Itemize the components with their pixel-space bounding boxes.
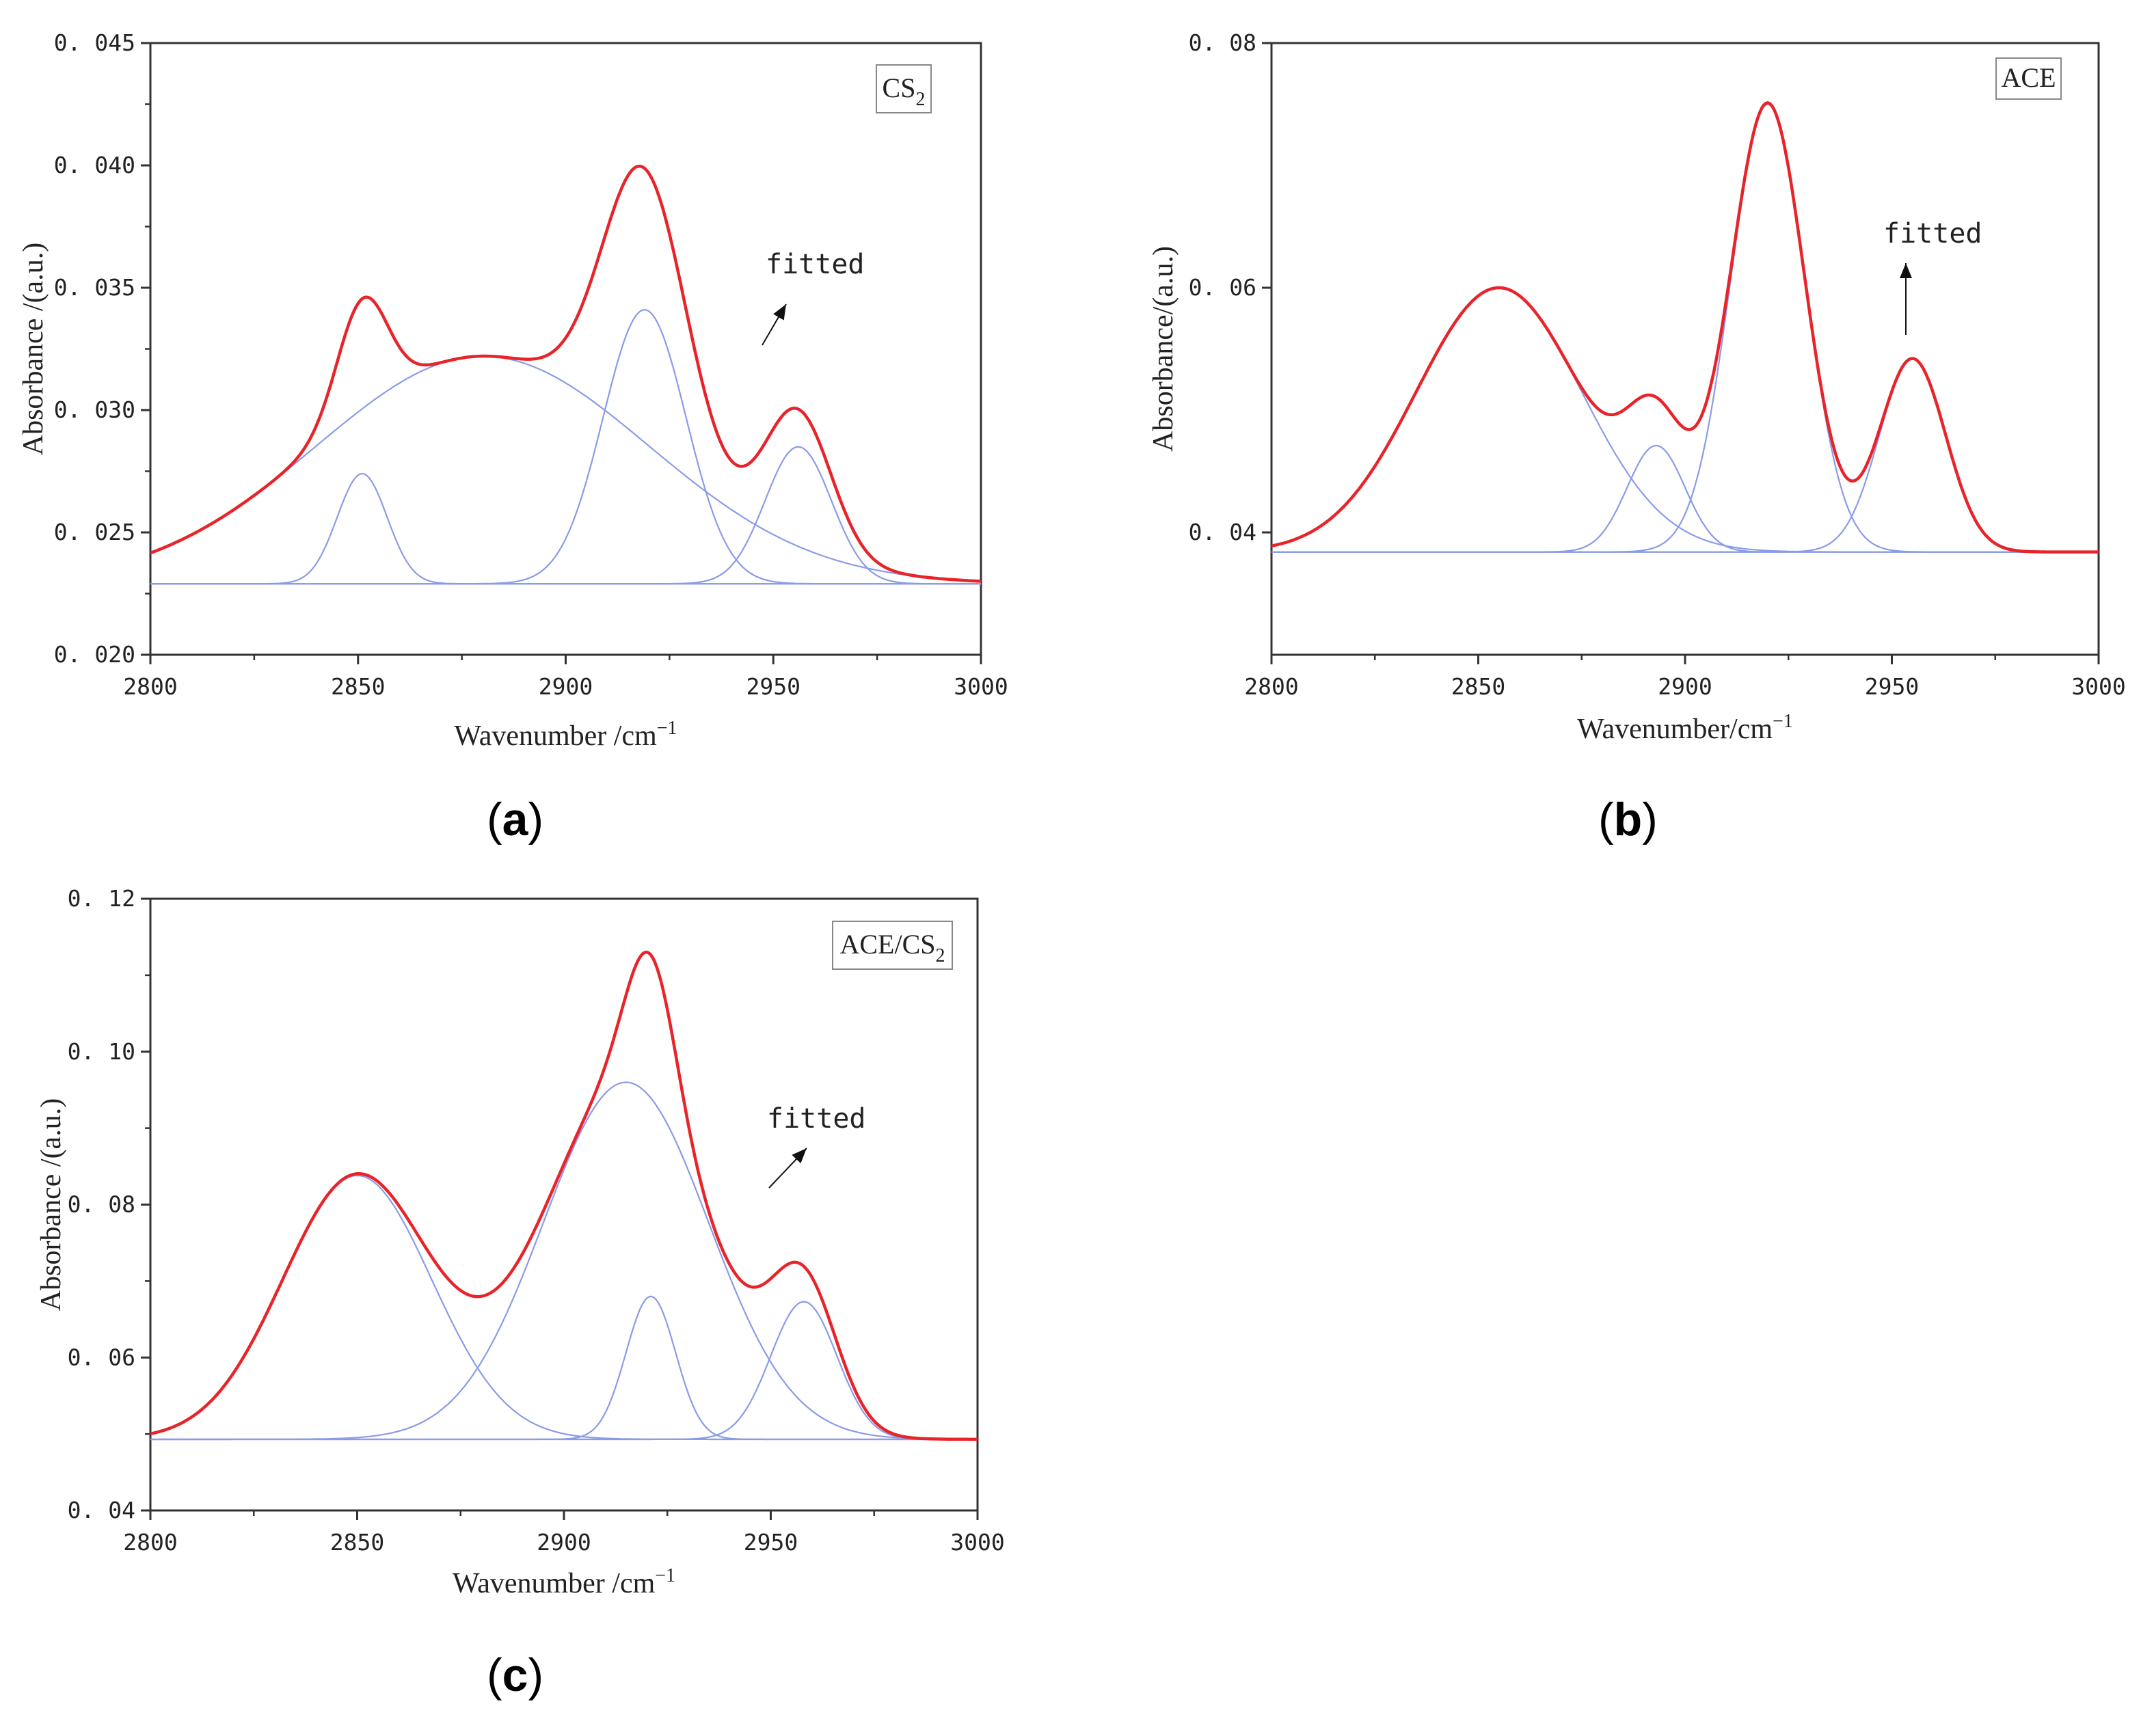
legend-label-main: CS [883, 72, 916, 103]
y-axis-title: Absorbance/(a.u.) [1148, 246, 1179, 452]
annotation-arrow-head [773, 304, 786, 321]
x-tick-label: 2900 [539, 673, 593, 700]
annotation-arrow-head [1900, 263, 1912, 278]
x-tick-label: 2950 [744, 1529, 798, 1556]
y-tick-label: 0. 08 [68, 1191, 135, 1218]
fitted-curve [150, 950, 978, 1441]
y-tick-label: 0. 045 [54, 29, 135, 56]
component-curve [150, 309, 981, 585]
x-axis-title: Wavenumber/cm−1 [1577, 711, 1793, 745]
x-axis-title: Wavenumber /cm−1 [453, 1565, 675, 1599]
legend-box [832, 921, 953, 970]
component-curve [150, 472, 981, 585]
y-tick-label: 0. 12 [68, 885, 135, 912]
y-tick-label: 0. 020 [54, 641, 135, 668]
y-tick-label: 0. 040 [54, 152, 135, 178]
x-axis-title-sup: −1 [655, 1565, 675, 1586]
x-tick-label: 2800 [1244, 673, 1298, 700]
chart-c: 2800 2850 2900 2950 3000 0. 04 0. 06 0. 08 0. 10… [36, 885, 1005, 1599]
x-tick-label: 2950 [1865, 673, 1919, 700]
legend-label-sub: 2 [915, 89, 925, 110]
component-curve [150, 1301, 978, 1441]
legend-label: ACE/CS2 [839, 929, 945, 966]
component-curve [1271, 103, 2099, 553]
legend-label: ACE [2002, 62, 2056, 93]
x-tick-label: 3000 [2071, 673, 2125, 700]
y-tick-label: 0. 06 [68, 1344, 135, 1370]
fitted-curve [1271, 101, 2099, 554]
y-tick-label: 0. 025 [54, 519, 135, 545]
y-tick-label: 0. 030 [54, 396, 135, 423]
component-curve [150, 1174, 978, 1441]
fitted-annotation: fitted [766, 249, 865, 280]
legend-label-main: ACE/CS [839, 929, 935, 960]
x-tick-label: 3000 [950, 1529, 1004, 1556]
curves-a [150, 164, 981, 585]
y-tick-label: 0. 08 [1189, 29, 1256, 56]
panel-label-b: (b) [1598, 794, 1658, 845]
x-axis-title: Wavenumber /cm−1 [454, 718, 677, 752]
x-tick-label: 2900 [537, 1529, 591, 1556]
fitted-curve [150, 164, 981, 583]
legend-label-sub: 2 [936, 945, 945, 966]
y-tick-label: 0. 04 [1189, 519, 1256, 545]
x-tick-label: 2800 [123, 1529, 177, 1556]
chart-a: 2800 2850 2900 2950 3000 0. 020 0. 025 0. 030 0.… [18, 29, 1008, 752]
plot-frame-b [1270, 42, 2100, 656]
fitted-annotation: fitted [1883, 218, 1982, 249]
plot-frame-c [149, 897, 979, 1512]
x-tick-label: 2800 [123, 673, 177, 700]
curves-b [1271, 101, 2099, 554]
component-curve [150, 355, 981, 582]
legend-label: CS2 [883, 72, 926, 110]
fitted-annotation: fitted [767, 1103, 866, 1135]
x-tick-label: 2850 [1451, 673, 1505, 700]
component-curve [1271, 357, 2099, 553]
x-tick-label: 2850 [331, 673, 385, 700]
component-curve [1271, 444, 2099, 553]
legend-label-main: ACE [2002, 62, 2056, 93]
panel-label-a: (a) [487, 794, 544, 845]
chart-b: 2800 2850 2900 2950 3000 0. 04 0. 06 0. 08 Waven… [1148, 29, 2126, 745]
x-tick-label: 2850 [330, 1529, 384, 1556]
y-axis-title: Absorbance /(a.u.) [18, 243, 49, 455]
component-curve [150, 446, 981, 585]
y-tick-label: 0. 04 [68, 1497, 135, 1523]
component-curve [150, 1295, 978, 1441]
x-tick-label: 2900 [1658, 673, 1712, 700]
y-axis-title: Absorbance /(a.u.) [36, 1098, 67, 1311]
panel-label-c: (c) [487, 1649, 544, 1701]
annotation-arrow-head [792, 1148, 807, 1164]
curves-c [150, 950, 978, 1441]
x-tick-label: 3000 [954, 673, 1008, 700]
legend-box [876, 64, 932, 113]
x-axis-title-sup: −1 [657, 718, 677, 739]
y-tick-label: 0. 035 [54, 274, 135, 301]
plot-frame-a [149, 42, 982, 656]
legend-box [1995, 57, 2062, 100]
x-tick-label: 2950 [746, 673, 800, 700]
y-tick-label: 0. 10 [68, 1038, 135, 1065]
x-axis-title-sup: −1 [1773, 711, 1793, 732]
y-tick-label: 0. 06 [1189, 274, 1256, 301]
